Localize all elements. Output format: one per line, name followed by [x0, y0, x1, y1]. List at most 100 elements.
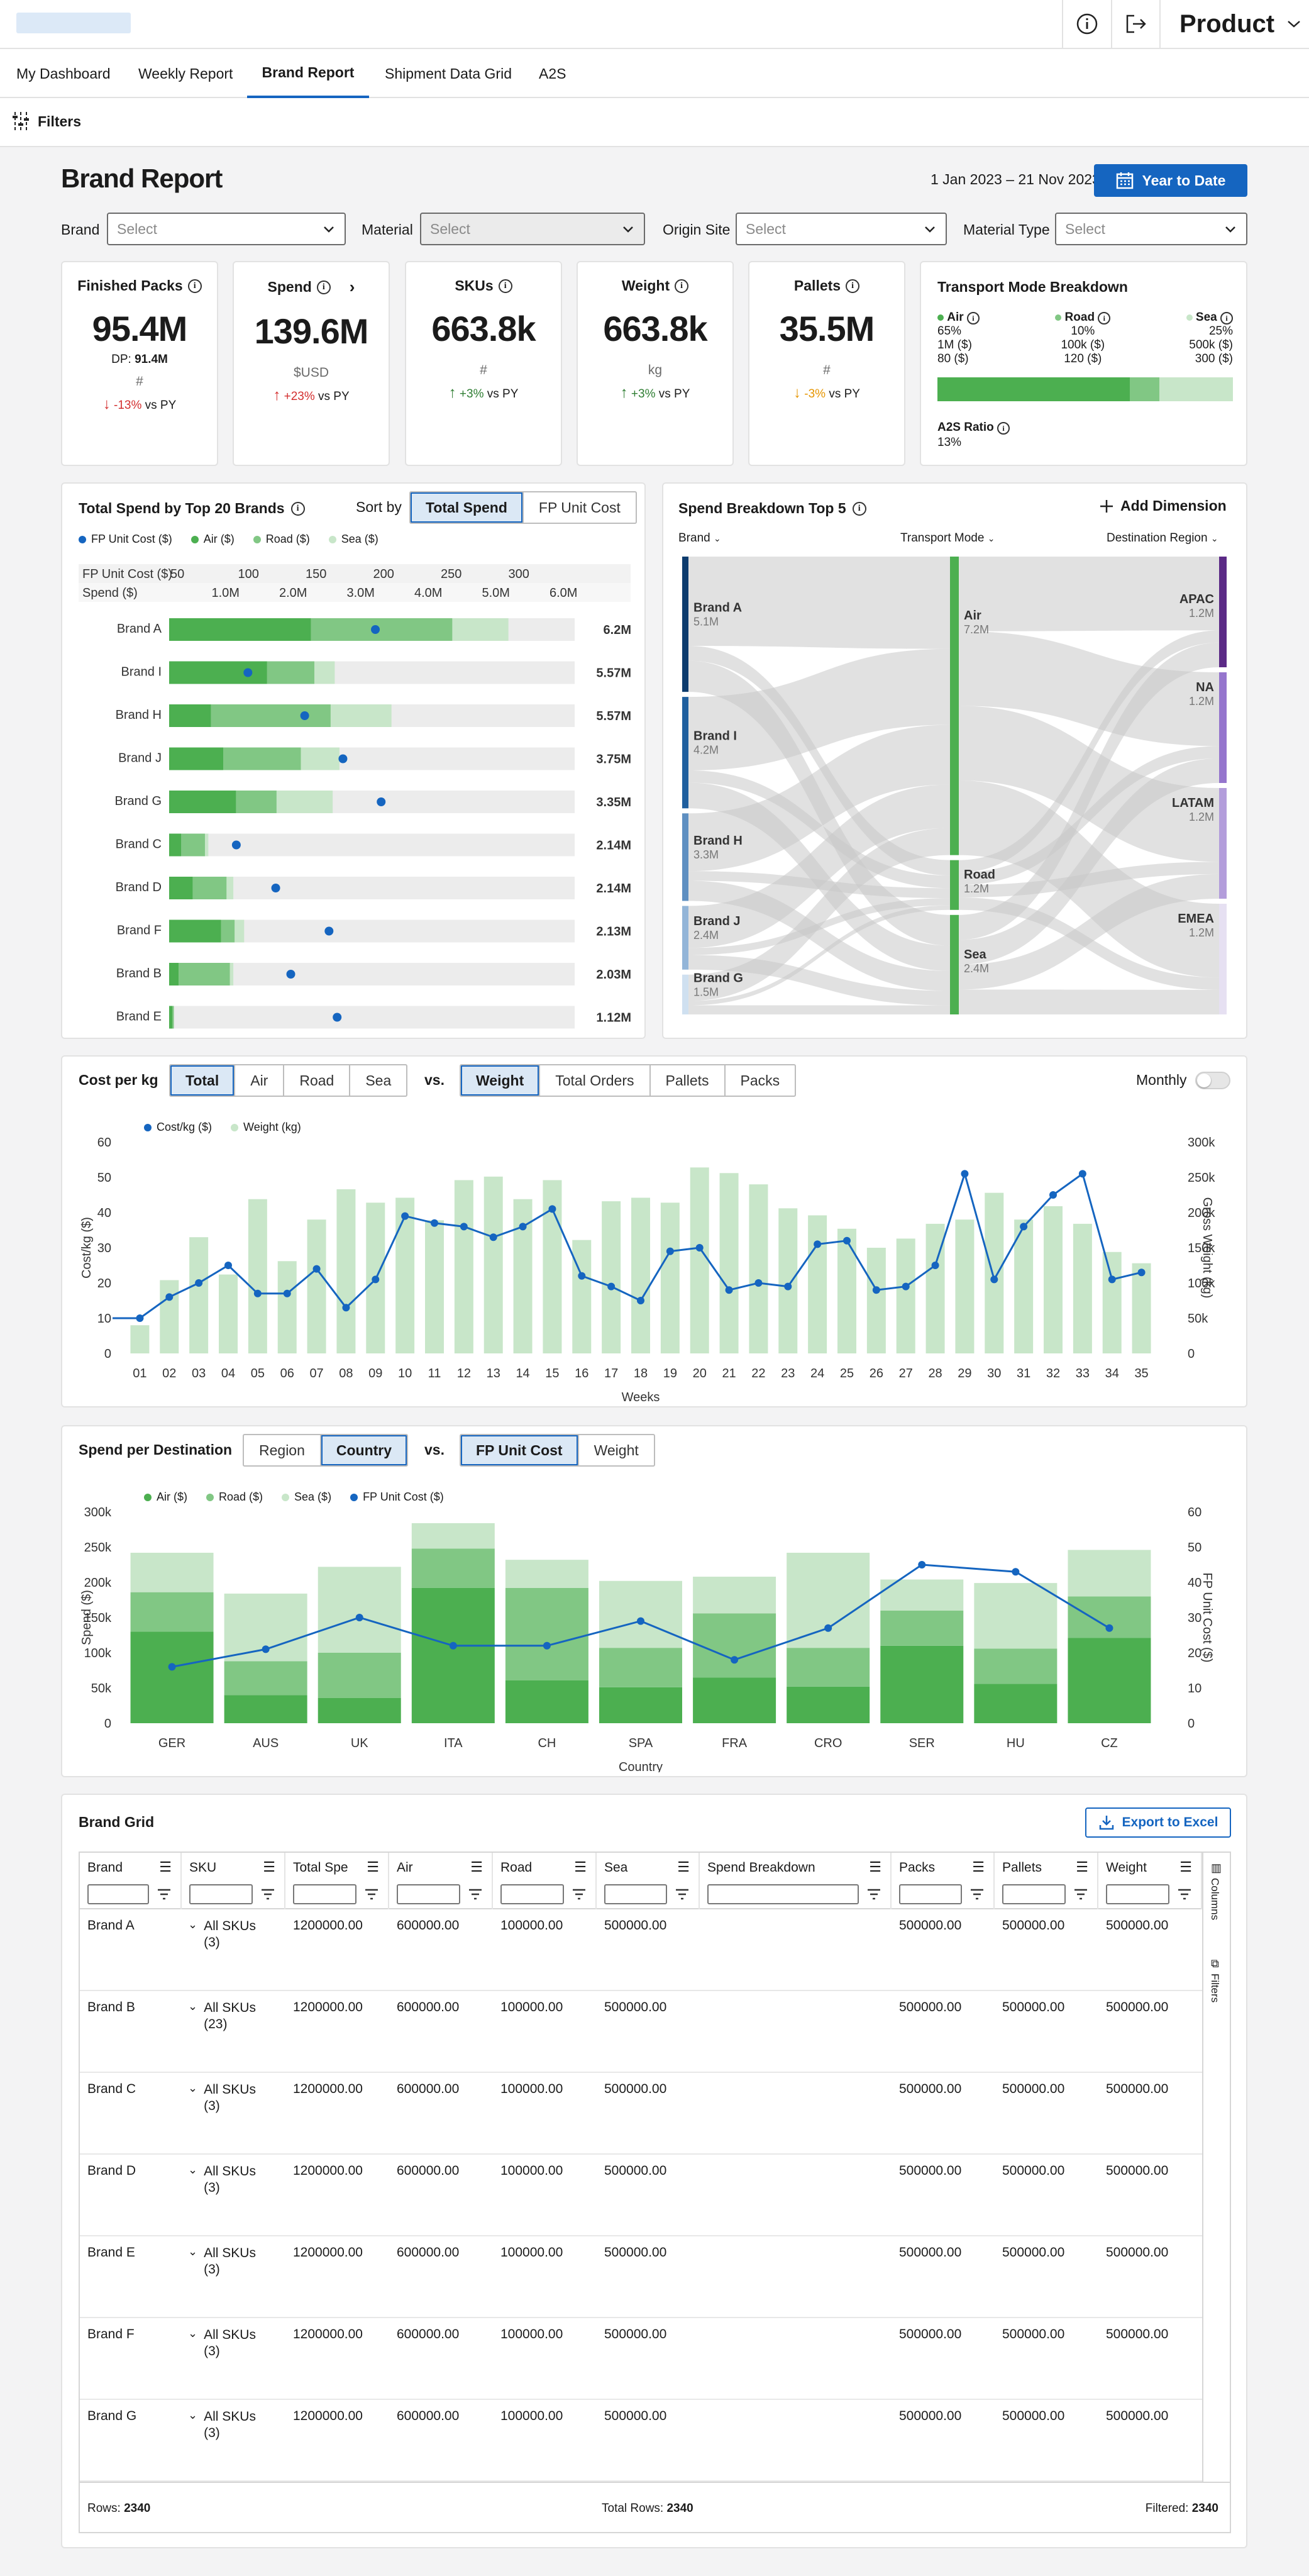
expand-chevron-icon[interactable]: ⌄	[188, 2163, 198, 2176]
metric-weight[interactable]: Weight	[594, 1441, 639, 1458]
weight-bar[interactable]	[160, 1280, 179, 1353]
sankey-link[interactable]	[688, 724, 950, 872]
bar-segment-road[interactable]	[211, 704, 331, 727]
sankey-link[interactable]	[688, 557, 950, 649]
cost-point[interactable]	[312, 1265, 321, 1273]
menu-icon[interactable]: ☰	[677, 1859, 690, 1875]
export-excel-button[interactable]: Export to Excel	[1085, 1807, 1231, 1838]
weight-bar[interactable]	[749, 1184, 768, 1353]
weight-bar[interactable]	[866, 1248, 886, 1353]
region-node[interactable]	[1219, 788, 1227, 899]
mode-node[interactable]	[950, 860, 959, 910]
weight-bar[interactable]	[955, 1219, 975, 1353]
fp-cost-point[interactable]	[731, 1656, 739, 1664]
column-filter-input[interactable]	[293, 1884, 356, 1904]
cost-point[interactable]	[1108, 1275, 1116, 1284]
sku-cell[interactable]: ⌄ All SKUs (3)	[188, 2409, 256, 2441]
bar-segment-sea[interactable]	[276, 791, 333, 813]
cost-point[interactable]	[814, 1240, 822, 1248]
menu-icon[interactable]: ☰	[574, 1859, 587, 1875]
fp-unit-cost-dot[interactable]	[371, 625, 380, 634]
spend-segment-sea[interactable]	[505, 1560, 588, 1588]
spend-segment-air[interactable]	[505, 1680, 588, 1723]
weight-bar[interactable]	[1073, 1223, 1092, 1353]
metric-total-orders[interactable]: Total Orders	[540, 1065, 651, 1096]
column-header[interactable]: Spend Breakdown ☰	[700, 1853, 892, 1909]
spend-segment-road[interactable]	[599, 1648, 682, 1687]
tab-a2s[interactable]: A2S	[539, 65, 566, 82]
tab-brand-report[interactable]: Brand Report	[247, 49, 369, 98]
spend-segment-air[interactable]	[130, 1631, 214, 1723]
bar-segment-sea[interactable]	[235, 919, 245, 943]
weight-bar[interactable]	[1014, 1219, 1034, 1353]
info-icon[interactable]: i	[290, 501, 305, 516]
region-node[interactable]	[1219, 672, 1227, 783]
fp-unit-cost-dot[interactable]	[286, 970, 295, 979]
dim-transport-dropdown[interactable]: Transport Mode ⌄	[900, 531, 995, 545]
dim-brand-dropdown[interactable]: Brand ⌄	[678, 531, 721, 545]
expand-chevron-icon[interactable]: ⌄	[188, 1918, 198, 1931]
bar-segment-sea[interactable]	[229, 963, 234, 985]
bar-segment-road[interactable]	[311, 618, 453, 641]
sku-cell[interactable]: ⌄ All SKUs (23)	[188, 2000, 256, 2033]
bar-segment-sea[interactable]	[204, 833, 209, 857]
column-header[interactable]: Brand ☰	[80, 1853, 182, 1909]
spend-segment-sea[interactable]	[411, 1523, 495, 1549]
info-icon[interactable]: i	[675, 279, 689, 293]
metric-fp-unit-cost[interactable]: FP Unit Cost	[461, 1435, 579, 1465]
fp-unit-cost-dot[interactable]	[338, 754, 348, 763]
sankey-link[interactable]	[959, 746, 1219, 886]
bar-segment-road[interactable]	[223, 747, 301, 770]
material-select[interactable]: Select	[420, 213, 645, 245]
brand-select[interactable]: Select	[107, 213, 346, 245]
mode-sea[interactable]: Sea	[365, 1072, 392, 1089]
fp-unit-cost-dot[interactable]	[231, 840, 241, 850]
material-type-select[interactable]: Select	[1055, 213, 1247, 245]
spend-segment-road[interactable]	[505, 1587, 588, 1680]
sku-cell[interactable]: ⌄ All SKUs (3)	[188, 2163, 256, 2196]
monthly-toggle[interactable]	[1195, 1072, 1230, 1089]
spend-segment-air[interactable]	[224, 1695, 307, 1723]
column-filter-input[interactable]	[707, 1884, 859, 1904]
spend-segment-road[interactable]	[130, 1592, 214, 1632]
bar-segment-air[interactable]	[169, 704, 211, 727]
bar-segment-air[interactable]	[169, 661, 267, 684]
fp-unit-cost-dot[interactable]	[377, 797, 386, 806]
menu-icon[interactable]: ☰	[972, 1859, 985, 1875]
spend-segment-air[interactable]	[411, 1587, 495, 1723]
chevron-right-icon[interactable]: ›	[349, 277, 355, 296]
bar-segment-air[interactable]	[169, 747, 223, 770]
sort-total-spend[interactable]: Total Spend	[411, 492, 524, 523]
cost-point[interactable]	[990, 1275, 998, 1284]
mode-air[interactable]: Air	[235, 1065, 285, 1096]
fp-cost-point[interactable]	[824, 1624, 832, 1632]
cost-point[interactable]	[165, 1293, 174, 1301]
fp-cost-point[interactable]	[1105, 1624, 1113, 1632]
spend-segment-road[interactable]	[880, 1610, 964, 1646]
column-header[interactable]: Total Spe ☰	[285, 1853, 389, 1909]
cost-point[interactable]	[1020, 1223, 1028, 1231]
sku-cell[interactable]: ⌄ All SKUs (3)	[188, 2245, 256, 2278]
filters-side-icon[interactable]: ⧉	[1211, 1957, 1219, 1970]
spend-segment-road[interactable]	[693, 1613, 776, 1678]
weight-bar[interactable]	[660, 1202, 680, 1353]
filter-icon[interactable]	[866, 1888, 881, 1902]
spend-segment-air[interactable]	[318, 1697, 401, 1723]
fp-cost-point[interactable]	[637, 1617, 644, 1625]
cost-point[interactable]	[489, 1233, 497, 1241]
column-header[interactable]: Road ☰	[493, 1853, 597, 1909]
spend-segment-air[interactable]	[599, 1687, 682, 1723]
cost-point[interactable]	[931, 1262, 939, 1269]
filter-icon[interactable]	[364, 1888, 379, 1902]
fp-cost-point[interactable]	[262, 1645, 270, 1653]
column-filter-input[interactable]	[1106, 1884, 1169, 1904]
weight-bar[interactable]	[219, 1274, 238, 1353]
cost-point[interactable]	[431, 1219, 438, 1227]
weight-bar[interactable]	[778, 1208, 798, 1353]
columns-tab[interactable]: Columns	[1209, 1878, 1221, 1921]
menu-icon[interactable]: ☰	[367, 1859, 379, 1875]
cost-point[interactable]	[695, 1244, 704, 1252]
filter-icon[interactable]	[572, 1888, 587, 1902]
fp-cost-point[interactable]	[918, 1561, 926, 1568]
spend-segment-air[interactable]	[974, 1684, 1058, 1723]
